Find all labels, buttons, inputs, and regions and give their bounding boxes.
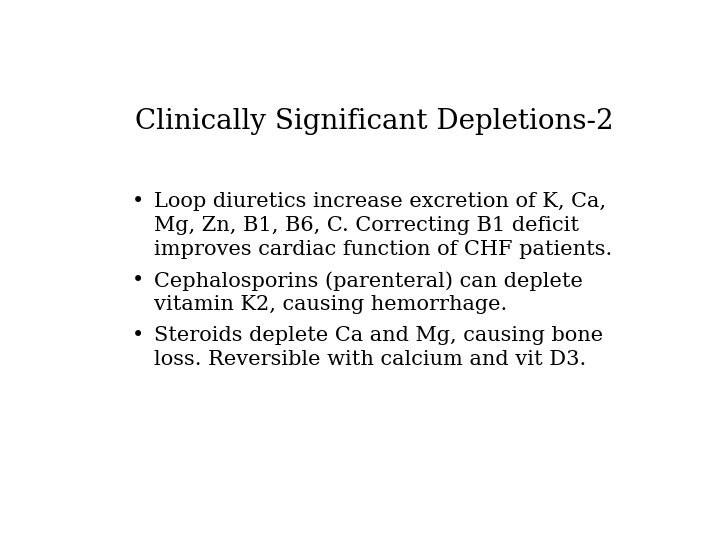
Text: improves cardiac function of CHF patients.: improves cardiac function of CHF patient… xyxy=(154,240,613,259)
Text: •: • xyxy=(132,192,144,211)
Text: vitamin K2, causing hemorrhage.: vitamin K2, causing hemorrhage. xyxy=(154,295,508,314)
Text: •: • xyxy=(132,271,144,290)
Text: Steroids deplete Ca and Mg, causing bone: Steroids deplete Ca and Mg, causing bone xyxy=(154,326,603,346)
Text: Cephalosporins (parenteral) can deplete: Cephalosporins (parenteral) can deplete xyxy=(154,271,583,291)
Text: Clinically Significant Depletions-2: Clinically Significant Depletions-2 xyxy=(135,109,613,136)
Text: Loop diuretics increase excretion of K, Ca,: Loop diuretics increase excretion of K, … xyxy=(154,192,606,211)
Text: loss. Reversible with calcium and vit D3.: loss. Reversible with calcium and vit D3… xyxy=(154,350,586,369)
Text: Mg, Zn, B1, B6, C. Correcting B1 deficit: Mg, Zn, B1, B6, C. Correcting B1 deficit xyxy=(154,216,579,235)
Text: •: • xyxy=(132,326,144,346)
